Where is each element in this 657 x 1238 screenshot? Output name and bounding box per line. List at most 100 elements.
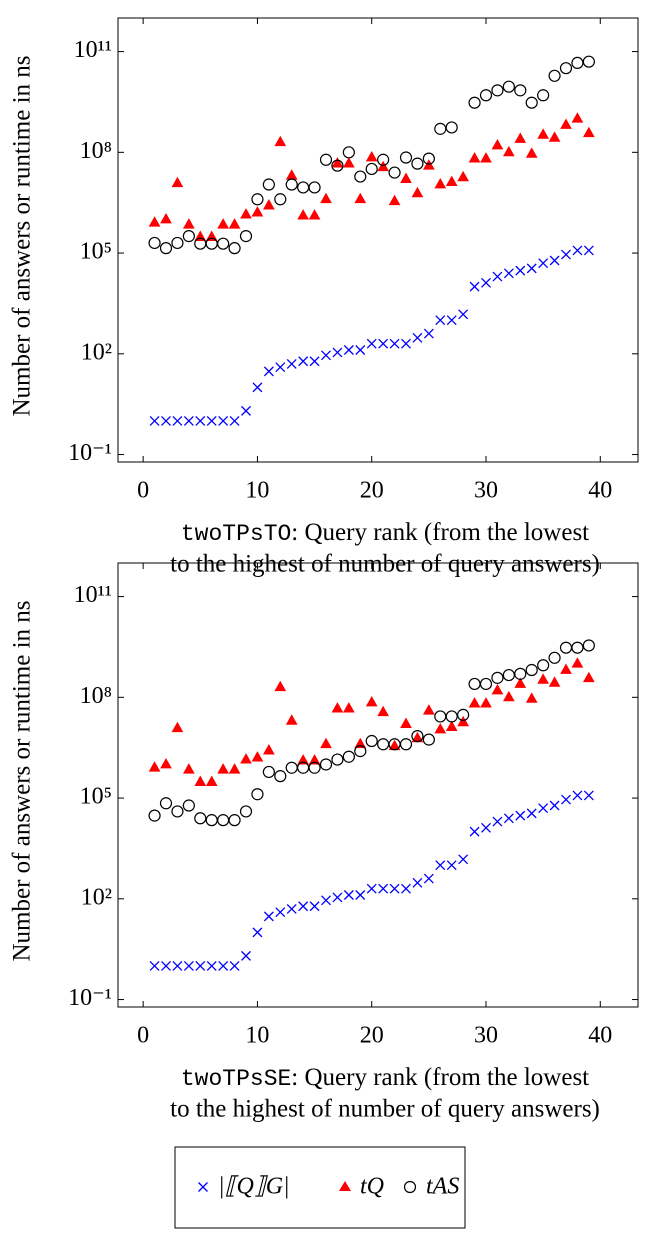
circle-marker (457, 708, 470, 721)
circle-marker (228, 242, 241, 255)
legend-marker (403, 1180, 417, 1194)
triangle-marker (308, 209, 321, 220)
cross-marker (469, 826, 480, 837)
cross-marker (321, 895, 331, 906)
cross-marker (526, 263, 537, 274)
x-axis-label-code: twoTPsSE (181, 1066, 291, 1092)
triangle-marker (217, 218, 229, 229)
cross-marker (229, 961, 240, 971)
y-tick-label: 10⁸ (80, 138, 112, 164)
cross-marker (526, 808, 537, 819)
circle-marker (525, 96, 538, 109)
triangle-marker (160, 212, 172, 224)
circle-marker (445, 121, 458, 134)
triangle-marker (445, 175, 458, 186)
cross-marker (572, 245, 583, 256)
triangle-marker (411, 731, 424, 743)
cross-marker (172, 961, 183, 971)
triangle-marker (411, 186, 424, 198)
triangle-marker (354, 737, 367, 749)
triangle-marker (514, 132, 527, 143)
circle-marker (502, 80, 515, 93)
cross-marker (343, 345, 354, 355)
x-tick-label: 10 (245, 1023, 269, 1049)
cross-marker (195, 416, 206, 426)
circle-marker (491, 671, 504, 684)
circle-marker (159, 797, 173, 810)
circle-marker (559, 62, 573, 75)
legend-marker (198, 1182, 208, 1192)
circle-marker (285, 761, 298, 774)
circle-marker (239, 805, 253, 818)
circle-marker (262, 178, 275, 191)
circle-marker (148, 809, 161, 822)
x-axis-label: twoTPsSE: Query rank (from the lowest (181, 1064, 589, 1092)
circle-marker (377, 153, 390, 166)
circle-marker (582, 55, 595, 68)
triangle-marker (503, 145, 515, 157)
triangle-marker (297, 754, 309, 765)
circle-marker (434, 122, 447, 135)
cross-marker (263, 911, 274, 922)
triangle-marker (160, 757, 172, 769)
cross-marker (161, 961, 171, 971)
cross-marker (538, 803, 549, 814)
cross-marker (149, 961, 160, 971)
circle-marker (217, 237, 230, 250)
circle-marker (148, 236, 161, 250)
y-tick-label: 10⁵ (80, 239, 112, 265)
triangle-marker (491, 683, 504, 695)
triangle-marker (583, 126, 595, 138)
circle-marker (399, 738, 413, 751)
circle-marker (274, 770, 287, 783)
triangle-marker (388, 194, 401, 206)
circle-marker (182, 799, 195, 812)
cross-marker (469, 281, 480, 292)
plot: 0 10 20 30 40 10⁻¹ 10² 10⁵ 10⁸ 10¹¹ Number of answ… (9, 17, 639, 578)
circle-marker (479, 89, 493, 102)
triangle-marker (263, 199, 275, 210)
circle-marker (411, 730, 424, 743)
cross-marker (218, 961, 229, 971)
triangle-marker (331, 702, 344, 713)
cross-marker (241, 405, 251, 416)
cross-marker (183, 416, 194, 426)
triangle-marker (548, 131, 561, 142)
circle-marker (434, 710, 447, 723)
cross-marker (355, 345, 366, 355)
cross-marker (458, 854, 469, 865)
cross-marker (561, 794, 571, 805)
cross-marker (275, 907, 286, 918)
circle-marker (171, 805, 184, 818)
triangle-marker (228, 218, 241, 229)
legend-label: |⟦Q⟧G| (218, 1174, 290, 1200)
x-tick-label: 0 (137, 478, 149, 504)
triangle-marker (525, 692, 538, 703)
triangle-marker (320, 192, 332, 204)
x-axis-label-text: : Query rank (from the lowest (291, 519, 589, 546)
legend-frame (174, 1146, 466, 1229)
circle-marker (297, 181, 310, 194)
circle-marker (548, 69, 561, 82)
x-tick-label: 10 (245, 478, 269, 504)
circle-marker (502, 668, 515, 682)
triangle-marker (171, 176, 184, 188)
cross-marker (492, 271, 503, 282)
triangle-marker (205, 230, 218, 241)
circle-marker (491, 84, 504, 97)
circle-marker (308, 181, 321, 194)
cross-marker (481, 277, 491, 288)
cross-marker (423, 328, 434, 339)
triangle-marker (171, 721, 184, 733)
circle-marker (319, 758, 333, 771)
triangle-marker (320, 737, 332, 749)
circle-marker (331, 753, 344, 766)
cross-marker (572, 790, 583, 801)
axes-frame (117, 17, 639, 463)
cross-marker (378, 883, 389, 894)
x-tick-label: 40 (588, 1023, 612, 1049)
x-axis-label-code: twoTPsTO (181, 521, 291, 547)
circle-marker (354, 170, 367, 183)
cross-marker (481, 822, 491, 833)
triangle-marker (240, 753, 252, 764)
